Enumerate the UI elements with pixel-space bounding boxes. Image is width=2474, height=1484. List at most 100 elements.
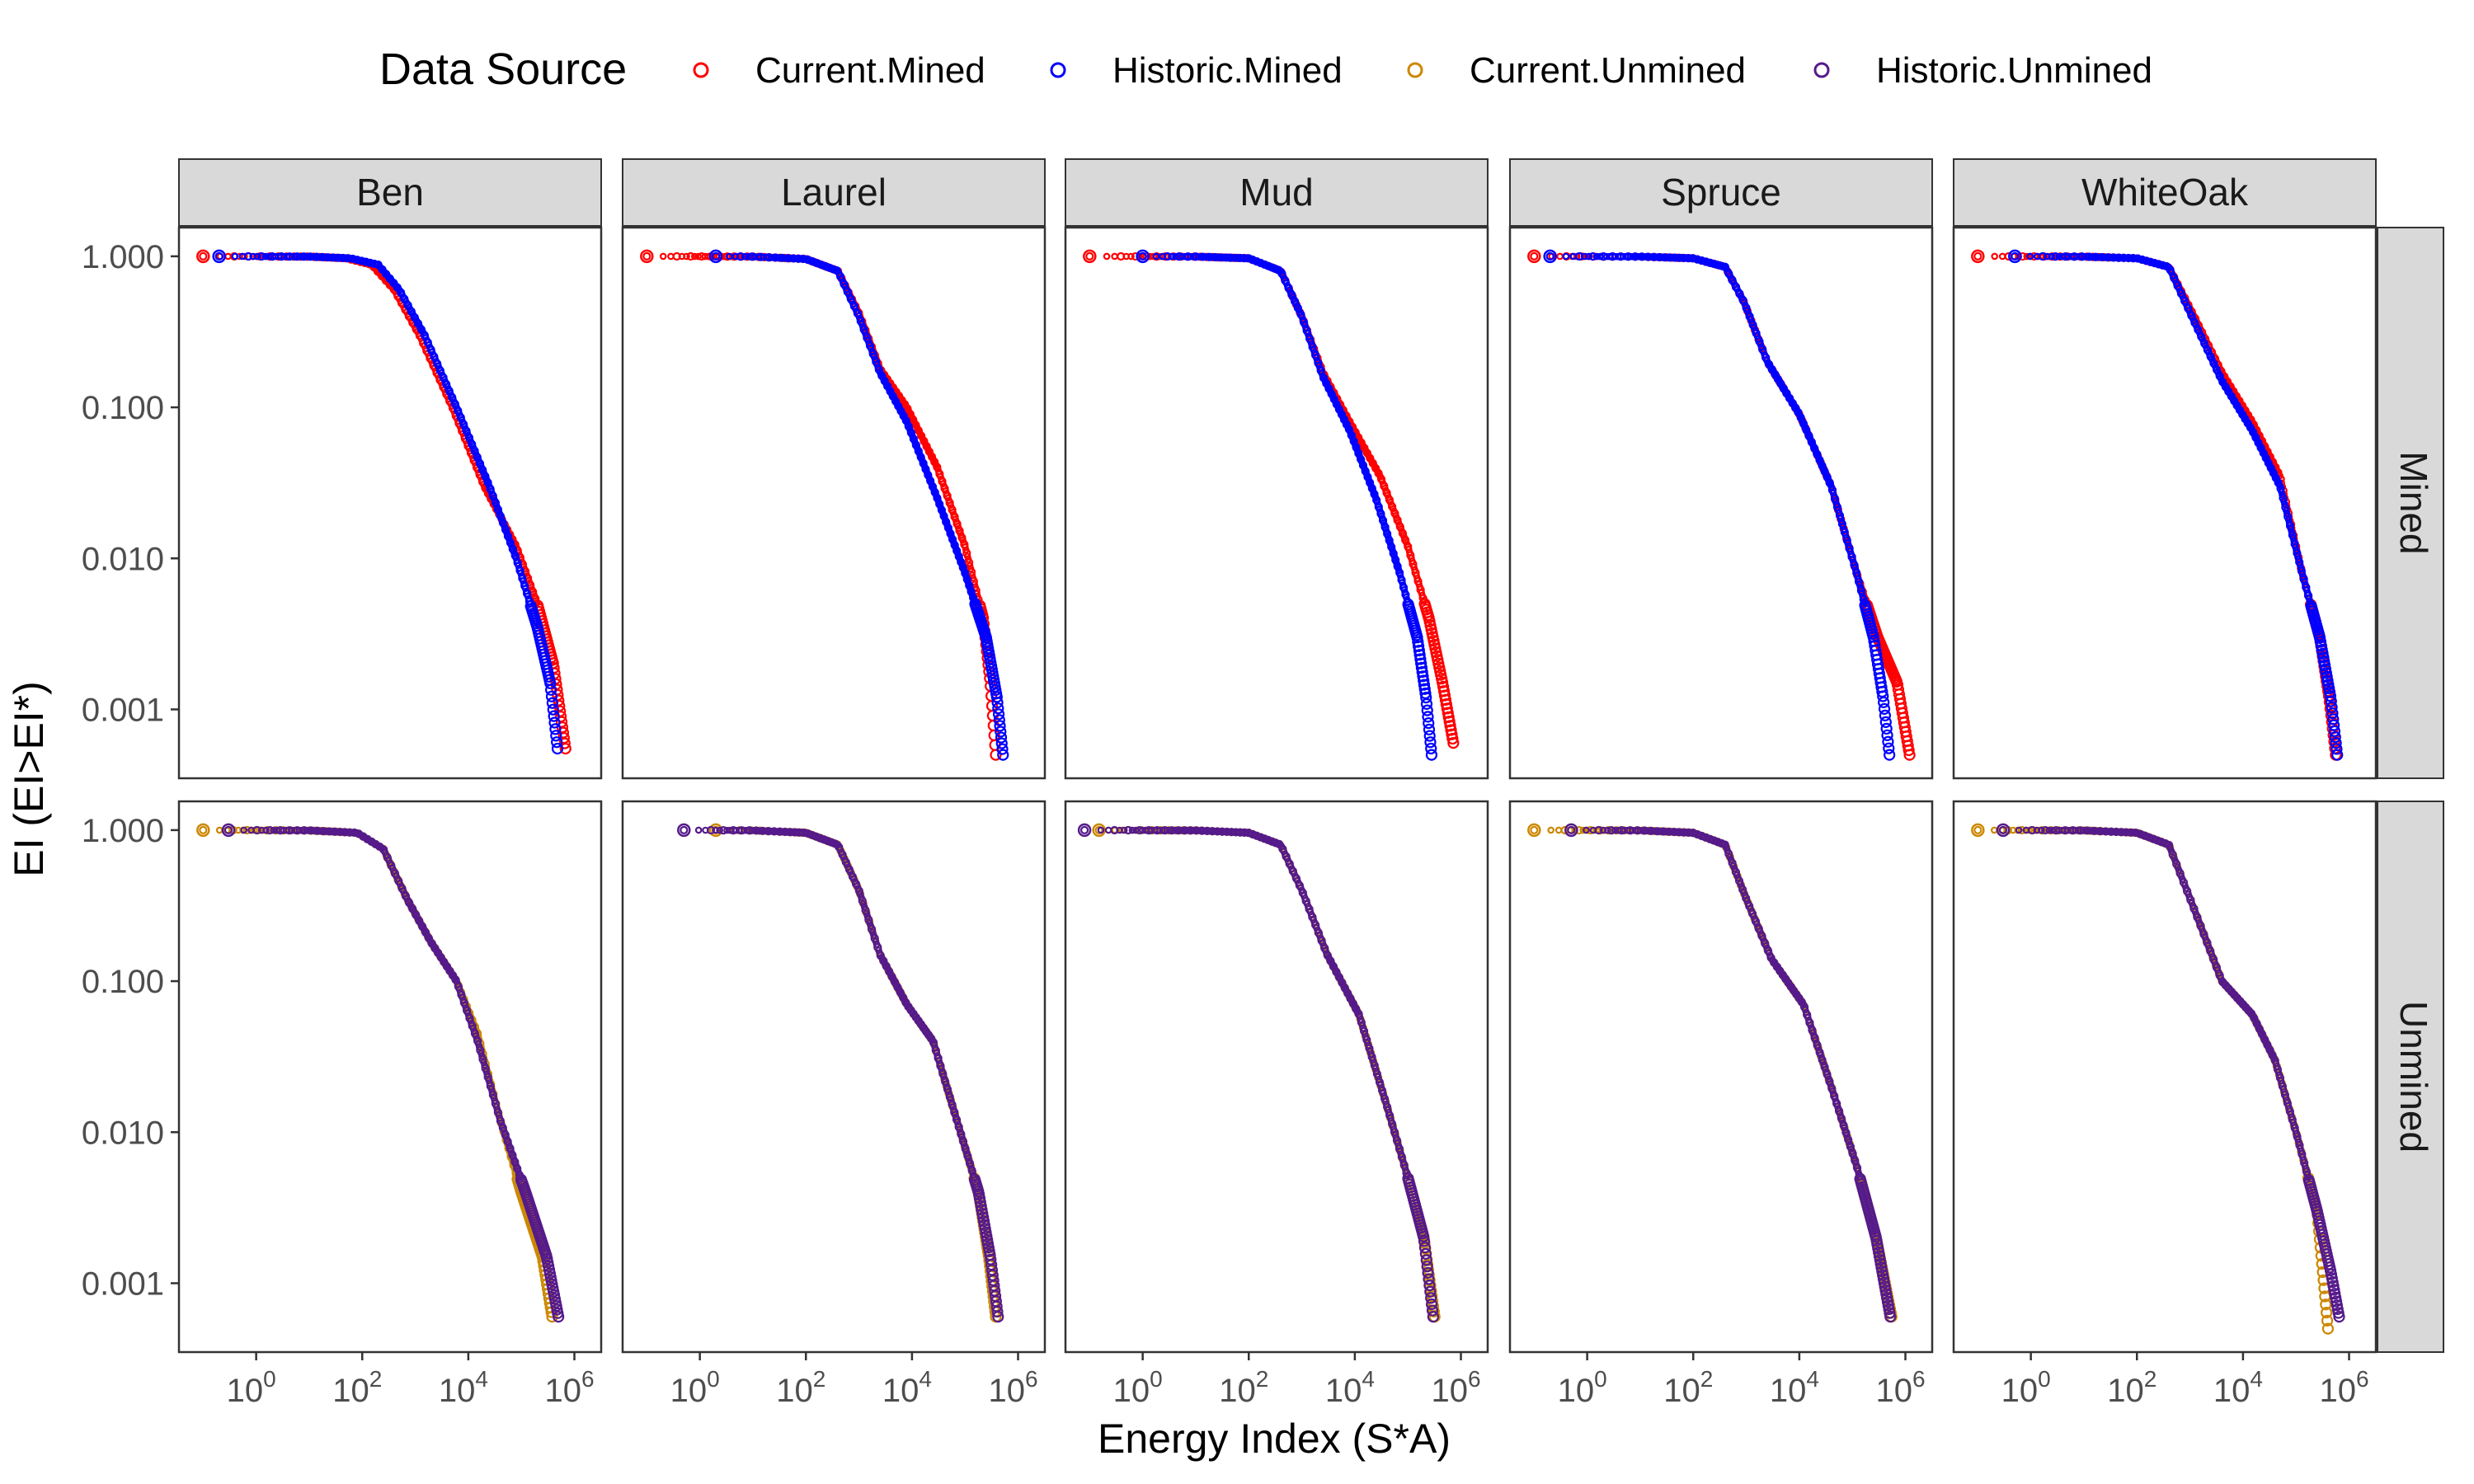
- data-point: [2327, 713, 2340, 726]
- data-point: [553, 700, 566, 712]
- data-point: [1599, 826, 1607, 834]
- data-point: [1138, 251, 1147, 261]
- data-point: [683, 252, 690, 261]
- data-point: [1880, 722, 1893, 735]
- data-point: [990, 749, 1002, 761]
- data-point: [1417, 670, 1429, 683]
- data-point: [854, 886, 863, 895]
- data-point: [2326, 701, 2338, 713]
- data-point: [1597, 252, 1604, 261]
- data-point: [1152, 252, 1160, 261]
- data-point: [1427, 1311, 1439, 1323]
- data-point: [2330, 737, 2342, 749]
- series-historic-unmined: [1077, 823, 1439, 1323]
- data-point: [1127, 252, 1135, 261]
- data-point: [1437, 676, 1449, 688]
- data-point: [1728, 858, 1737, 867]
- strip-mud: Mud: [1065, 158, 1489, 227]
- data-point: [231, 252, 239, 261]
- data-point: [1973, 251, 1982, 261]
- data-point: [1418, 1241, 1432, 1254]
- data-point: [551, 742, 564, 755]
- data-point: [196, 823, 210, 838]
- data-point: [741, 826, 748, 834]
- data-point: [323, 253, 332, 262]
- data-point: [1445, 724, 1457, 736]
- data-point: [240, 826, 248, 834]
- data-point: [1859, 594, 1868, 604]
- row-strip-mined: Mined: [2377, 227, 2444, 779]
- data-point: [1421, 704, 1433, 716]
- data-point: [694, 252, 702, 261]
- data-point: [1092, 823, 1106, 838]
- data-point: [1425, 749, 1438, 761]
- legend-entry-current-mined: Current.Mined: [693, 50, 985, 91]
- data-point: [995, 726, 1007, 738]
- strip-bg-laurel: [622, 158, 1046, 227]
- data-point: [1527, 823, 1541, 838]
- data-point: [1197, 826, 1206, 835]
- panel-frame: [1508, 226, 1934, 780]
- data-point: [2109, 253, 2118, 262]
- data-point: [2011, 251, 2020, 261]
- data-point: [1418, 674, 1430, 687]
- panel-whiteoak-unmined: [1952, 800, 2378, 1354]
- data-point: [1562, 252, 1570, 261]
- data-point: [726, 252, 733, 261]
- data-point: [993, 714, 1005, 726]
- row-strip-unmined: Unmined: [2377, 801, 2444, 1353]
- panel-frame: [621, 800, 1047, 1354]
- data-point: [1991, 252, 1999, 261]
- data-point: [1440, 698, 1452, 711]
- legend-label-current-unmined: Current.Unmined: [1470, 50, 1746, 91]
- data-point: [1881, 729, 1893, 741]
- series-historic-unmined: [221, 823, 565, 1323]
- data-point: [1884, 1311, 1897, 1323]
- data-point: [1442, 707, 1454, 719]
- data-point: [992, 702, 1004, 715]
- series-historic-mined: [708, 249, 1009, 761]
- data-point: [1412, 636, 1424, 648]
- data-point: [1413, 644, 1425, 657]
- data-point: [995, 737, 1008, 749]
- data-point: [677, 823, 691, 838]
- strip-bg-whiteoak: [1953, 158, 2377, 227]
- data-point: [1415, 657, 1427, 669]
- data-point: [1085, 251, 1094, 261]
- data-point: [1128, 826, 1136, 834]
- data-point: [1588, 251, 1597, 261]
- data-point: [994, 720, 1006, 732]
- data-point: [1420, 1254, 1432, 1266]
- data-point: [221, 823, 236, 838]
- data-point: [708, 249, 723, 264]
- data-point: [1416, 665, 1428, 679]
- data-point: [764, 827, 774, 836]
- data-point: [1414, 653, 1427, 665]
- panel-frame: [1508, 800, 1934, 1354]
- panel-frame: [1064, 800, 1489, 1354]
- data-point: [992, 1311, 1004, 1323]
- row-strip-bg-unmined: [2377, 801, 2444, 1353]
- data-point: [548, 710, 560, 722]
- data-point: [2023, 252, 2031, 261]
- data-point: [1420, 697, 1433, 710]
- data-point: [2328, 725, 2341, 737]
- data-point: [706, 825, 716, 835]
- legend-key-historic-unmined: [1813, 62, 1830, 78]
- panel-frame: [1064, 226, 1489, 780]
- panel-mud-mined: [1064, 226, 1489, 780]
- data-point: [2103, 253, 2112, 262]
- data-point: [1884, 749, 1896, 761]
- panel-spruce-unmined: [1508, 800, 1934, 1354]
- data-point: [1418, 1230, 1430, 1242]
- data-point: [1878, 696, 1890, 709]
- data-point: [288, 252, 296, 261]
- data-point: [2038, 251, 2047, 261]
- data-point: [1649, 252, 1658, 261]
- data-point: [1441, 702, 1453, 715]
- data-point: [1879, 709, 1891, 722]
- panel-spruce-mined: [1508, 226, 1934, 780]
- data-point: [640, 249, 654, 264]
- data-point: [544, 677, 557, 689]
- data-point: [1446, 732, 1459, 745]
